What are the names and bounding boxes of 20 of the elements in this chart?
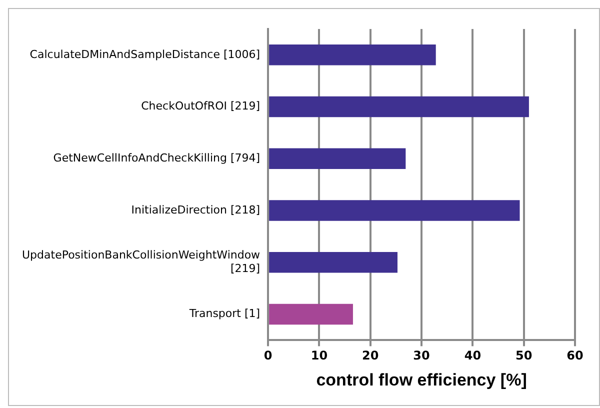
bar: [269, 304, 353, 325]
y-tick-label: UpdatePositionBankCollisionWeightWindow [219]: [22, 248, 260, 275]
y-tick-label: GetNewCellInfoAndCheckKilling [794]: [53, 152, 260, 165]
y-tick-label: CalculateDMinAndSampleDistance [1006]: [30, 48, 260, 61]
bar: [269, 44, 436, 66]
y-tick-label: CheckOutOfROI [219]: [141, 100, 260, 113]
bar: [269, 148, 406, 170]
x-tick-label: 10: [310, 348, 328, 363]
y-tick-label: Transport [1]: [188, 307, 260, 320]
x-tick-label: 30: [413, 348, 430, 363]
x-tick-label: 0: [264, 348, 272, 363]
bar: [269, 96, 529, 118]
x-tick-label: 50: [515, 348, 532, 363]
x-tick-label: 20: [362, 348, 379, 363]
bar: [269, 252, 398, 273]
x-tick-label: 60: [566, 348, 584, 363]
bar: [269, 200, 520, 221]
x-tick-label: 40: [464, 348, 482, 363]
y-tick-label: InitializeDirection [218]: [131, 203, 260, 216]
x-axis-title: control flow efficiency [%]: [316, 370, 527, 390]
